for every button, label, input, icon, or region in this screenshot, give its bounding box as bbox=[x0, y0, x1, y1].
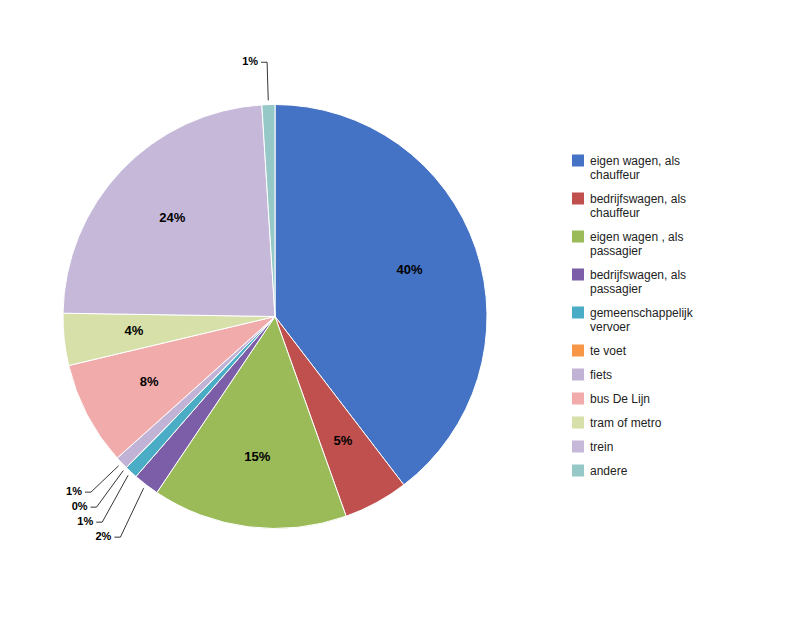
legend-item: eigen wagen, alschauffeur bbox=[572, 154, 680, 182]
legend-label: bus De Lijn bbox=[590, 392, 650, 406]
legend-item: bedrijfswagen, alspassagier bbox=[572, 268, 686, 296]
data-label: 0% bbox=[72, 500, 88, 512]
data-label: 1% bbox=[77, 515, 93, 527]
data-label: 15% bbox=[244, 449, 270, 464]
legend-label: trein bbox=[590, 440, 613, 454]
legend-swatch bbox=[572, 193, 584, 205]
leader-line bbox=[85, 466, 119, 492]
legend-item: trein bbox=[572, 440, 613, 454]
data-label: 5% bbox=[333, 433, 352, 448]
legend-item: gemeenschappelijkvervoer bbox=[572, 306, 694, 334]
legend-label: bedrijfswagen, alspassagier bbox=[590, 268, 686, 296]
data-label: 4% bbox=[124, 323, 143, 338]
legend-label: andere bbox=[590, 464, 628, 478]
legend-swatch bbox=[572, 441, 584, 453]
data-label: 24% bbox=[159, 210, 185, 225]
data-label: 8% bbox=[140, 374, 159, 389]
legend-label: tram of metro bbox=[590, 416, 662, 430]
legend-label: bedrijfswagen, alschauffeur bbox=[590, 192, 686, 220]
legend-item: bedrijfswagen, alschauffeur bbox=[572, 192, 686, 220]
leader-line bbox=[261, 62, 268, 100]
legend-swatch bbox=[572, 345, 584, 357]
data-label: 1% bbox=[242, 55, 258, 67]
data-label: 2% bbox=[95, 530, 111, 542]
legend-label: eigen wagen, alschauffeur bbox=[590, 154, 680, 182]
legend-swatch bbox=[572, 369, 584, 381]
legend-label: gemeenschappelijkvervoer bbox=[590, 306, 694, 334]
legend-label: te voet bbox=[590, 344, 627, 358]
legend-swatch bbox=[572, 307, 584, 319]
data-label: 1% bbox=[66, 485, 82, 497]
legend-item: te voet bbox=[572, 344, 627, 358]
legend-swatch bbox=[572, 417, 584, 429]
legend-label: fiets bbox=[590, 368, 612, 382]
slice bbox=[63, 105, 275, 317]
legend-swatch bbox=[572, 155, 584, 167]
legend-item: bus De Lijn bbox=[572, 392, 650, 406]
legend-label: eigen wagen , alspassagier bbox=[590, 230, 683, 258]
legend-swatch bbox=[572, 269, 584, 281]
legend-item: andere bbox=[572, 464, 628, 478]
legend-item: eigen wagen , alspassagier bbox=[572, 230, 683, 258]
pie bbox=[63, 105, 487, 529]
slice bbox=[63, 313, 275, 365]
legend-swatch bbox=[572, 231, 584, 243]
legend: eigen wagen, alschauffeur bedrijfswagen, … bbox=[572, 154, 694, 478]
legend-item: fiets bbox=[572, 368, 612, 382]
legend-swatch bbox=[572, 393, 584, 405]
data-label: 40% bbox=[397, 262, 423, 277]
legend-swatch bbox=[572, 465, 584, 477]
legend-item: tram of metro bbox=[572, 416, 662, 430]
chart: 40%5%15%8%4%24%2%1%0%1%1%eigen wagen, al… bbox=[0, 0, 803, 633]
data-labels: 40%5%15%8%4%24%2%1%0%1%1% bbox=[66, 55, 423, 542]
leader-line bbox=[91, 471, 124, 508]
leader-line bbox=[114, 488, 143, 537]
slice bbox=[262, 105, 275, 317]
